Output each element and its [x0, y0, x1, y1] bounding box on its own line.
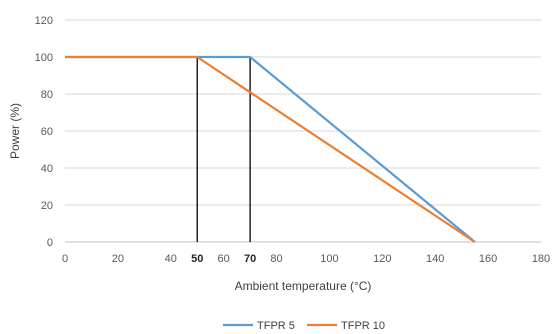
legend-label-tfpr-5: TFPR 5 — [257, 320, 295, 332]
y-tick-label-60: 60 — [41, 126, 53, 138]
x-tick-label-120: 120 — [373, 253, 391, 265]
y-tick-label-0: 0 — [47, 237, 53, 249]
x-marker-label-50: 50 — [191, 253, 203, 265]
x-tick-label-180: 180 — [532, 253, 550, 265]
y-tick-label-100: 100 — [35, 52, 53, 64]
y-tick-label-20: 20 — [41, 200, 53, 212]
y-tick-label-120: 120 — [35, 15, 53, 27]
vertical-markers — [196, 57, 251, 242]
x-tick-label-40: 40 — [165, 253, 177, 265]
gridlines — [65, 19, 541, 243]
x-tick-label-60: 60 — [218, 253, 230, 265]
series-lines — [65, 55, 476, 243]
y-tick-label-80: 80 — [41, 89, 53, 101]
x-tick-label-80: 80 — [270, 253, 282, 265]
series-line-tfpr-5 — [65, 55, 476, 243]
x-tick-label-0: 0 — [62, 253, 68, 265]
x-axis-ticks: 0 20 40 60 80 100 120 140 160 180 50 70 — [62, 253, 550, 265]
y-axis-ticks: 0 20 40 60 80 100 120 — [35, 15, 53, 249]
x-axis-title: Ambient temperature (°C) — [235, 279, 372, 293]
x-tick-label-140: 140 — [426, 253, 444, 265]
y-axis-title: Power (%) — [8, 103, 22, 159]
x-tick-label-20: 20 — [112, 253, 124, 265]
legend: TFPR 5 TFPR 10 — [223, 320, 385, 332]
legend-label-tfpr-10: TFPR 10 — [341, 320, 385, 332]
x-tick-label-160: 160 — [479, 253, 497, 265]
x-marker-label-70: 70 — [244, 253, 256, 265]
series-line-tfpr-10 — [65, 55, 476, 243]
x-tick-label-100: 100 — [320, 253, 338, 265]
y-tick-label-40: 40 — [41, 163, 53, 175]
